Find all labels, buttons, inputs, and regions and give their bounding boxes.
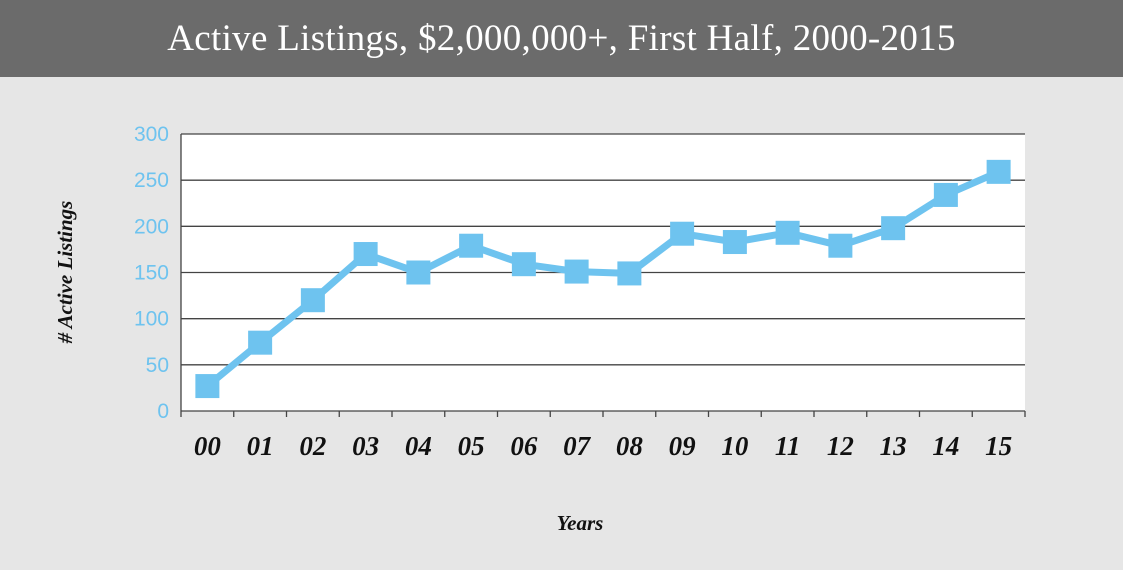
data-point-marker (248, 330, 273, 355)
x-tick-label: 03 (352, 431, 379, 461)
data-point-marker (828, 233, 853, 258)
data-markers (195, 159, 1011, 399)
data-point-marker (406, 260, 431, 285)
x-tick-label: 09 (669, 431, 697, 461)
y-tick-label: 250 (134, 169, 169, 192)
x-tick-label: 04 (405, 431, 432, 461)
data-point-marker (195, 374, 220, 399)
x-tick-label: 12 (827, 431, 854, 461)
data-point-marker (353, 242, 378, 267)
y-tick-label: 100 (134, 308, 169, 331)
y-axis-title: # Active Listings (53, 201, 77, 345)
x-tick-label: 00 (194, 431, 222, 461)
data-point-marker (670, 221, 695, 246)
data-point-marker (459, 233, 484, 258)
x-tick-label: 05 (458, 431, 485, 461)
data-point-marker (511, 252, 536, 277)
x-tick-label: 08 (616, 431, 644, 461)
data-point-marker (300, 288, 325, 313)
data-point-marker (722, 230, 747, 255)
data-point-marker (775, 220, 800, 245)
x-axis-ticks: 00 01 02 03 04 05 06 07 08 09 10 11 12 13 14 15 (180, 411, 1026, 461)
x-tick-label: 14 (932, 431, 959, 461)
x-tick-label: 10 (721, 431, 749, 461)
x-tick-label: 02 (299, 431, 326, 461)
x-tick-label: 07 (563, 431, 592, 461)
x-axis-title: Years (557, 511, 604, 535)
y-tick-label: 0 (157, 400, 169, 423)
x-tick-label: 13 (880, 431, 907, 461)
y-tick-label: 300 (134, 123, 169, 146)
chart-title: Active Listings, $2,000,000+, First Half… (167, 18, 956, 59)
x-tick-label: 15 (985, 431, 1012, 461)
y-tick-label: 200 (134, 215, 169, 238)
x-tick-label: 01 (247, 431, 274, 461)
x-tick-label: 11 (775, 431, 801, 461)
data-point-marker (986, 159, 1011, 184)
title-bar: Active Listings, $2,000,000+, First Half… (0, 0, 1123, 77)
data-point-marker (881, 216, 906, 241)
y-axis-ticks: 0 50 100 150 200 250 300 (134, 123, 169, 423)
y-tick-label: 150 (134, 262, 169, 285)
data-point-marker (564, 259, 589, 284)
data-point-marker (617, 261, 642, 286)
data-point-marker (933, 182, 958, 207)
x-tick-label: 06 (510, 431, 538, 461)
series-line (205, 168, 1000, 389)
y-tick-label: 50 (146, 354, 169, 377)
